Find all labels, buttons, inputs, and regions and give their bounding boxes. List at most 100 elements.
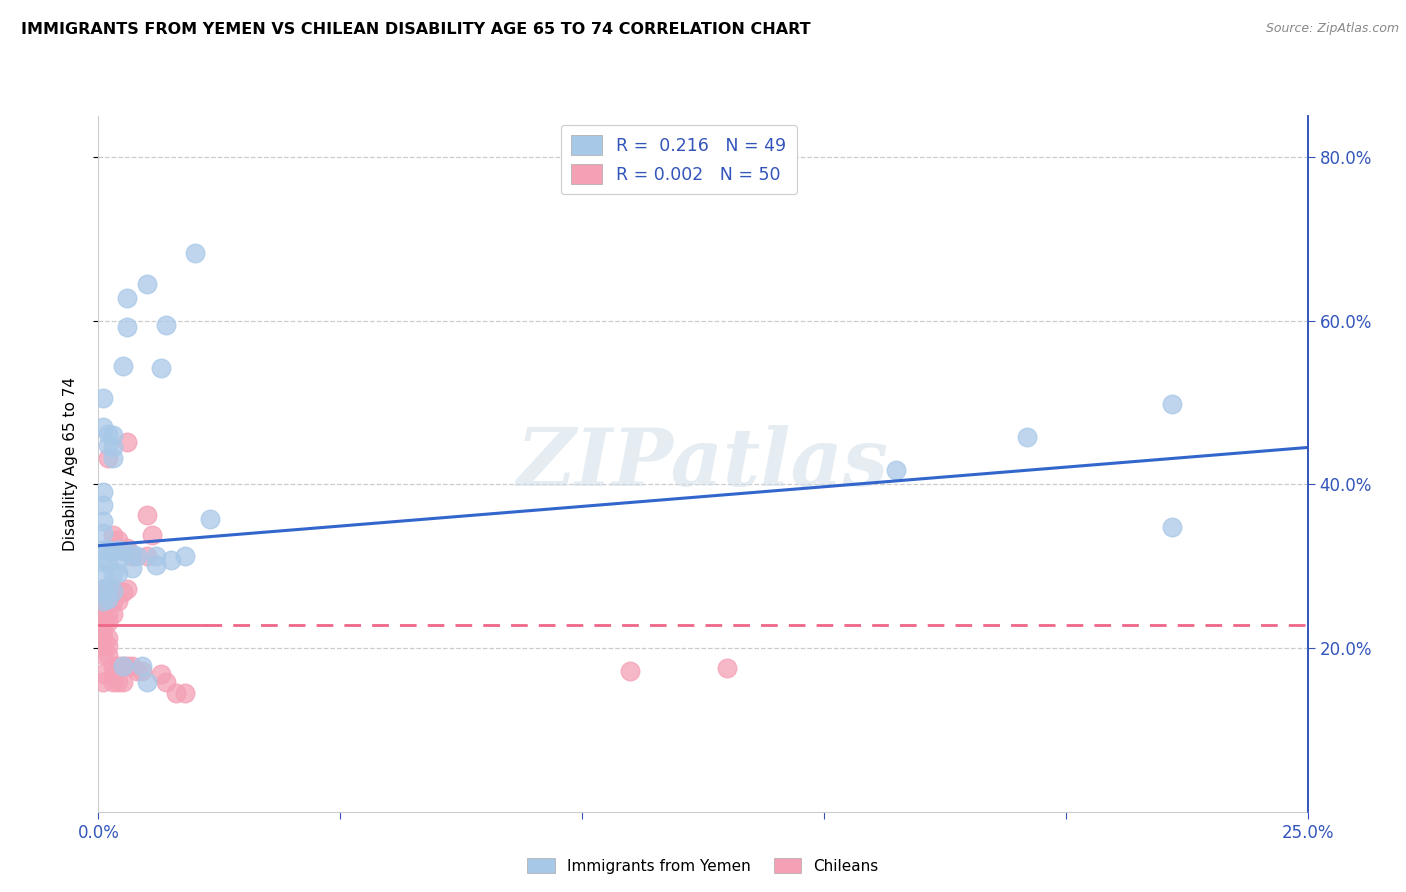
Point (97, 426, 120, 441)
Point (97, 438, 120, 452)
Point (155, 318, 177, 332)
Point (101, 544, 124, 558)
Point (101, 667, 124, 681)
Point (165, 686, 187, 700)
Point (107, 542, 129, 557)
Point (121, 561, 143, 575)
Point (91, 582, 114, 596)
Point (97, 542, 120, 557)
Point (127, 549, 149, 564)
Point (145, 549, 167, 564)
Point (107, 659, 129, 673)
Point (97, 580, 120, 594)
Point (107, 552, 129, 566)
Point (97, 593, 120, 607)
Point (91, 675, 114, 690)
Point (97, 607, 120, 621)
Point (150, 361, 173, 376)
Point (91, 640, 114, 654)
Point (121, 549, 143, 564)
Point (111, 544, 134, 558)
Point (117, 291, 139, 305)
Point (121, 659, 143, 673)
Point (101, 528, 124, 542)
Point (91, 667, 114, 681)
Y-axis label: Disability Age 65 to 74: Disability Age 65 to 74 (63, 376, 77, 551)
Point (91, 599, 114, 613)
Point (198, 511, 221, 525)
Point (91, 555, 114, 569)
Point (111, 675, 134, 690)
Point (97, 648, 120, 662)
Legend: Immigrants from Yemen, Chileans: Immigrants from Yemen, Chileans (522, 852, 884, 880)
Point (117, 320, 139, 334)
Point (174, 686, 197, 700)
Point (107, 675, 129, 690)
Point (135, 675, 157, 690)
Point (101, 583, 124, 598)
Text: ZIPatlas: ZIPatlas (517, 425, 889, 502)
Point (145, 558, 167, 572)
Text: Source: ZipAtlas.com: Source: ZipAtlas.com (1265, 22, 1399, 36)
Point (184, 246, 207, 260)
Point (91, 514, 114, 528)
Point (135, 508, 157, 523)
Point (91, 593, 114, 607)
Point (91, 485, 114, 500)
Point (117, 582, 139, 596)
Point (91, 582, 114, 596)
Point (91, 607, 114, 621)
Point (174, 549, 197, 564)
Point (160, 552, 183, 566)
Point (91, 542, 114, 557)
Point (127, 664, 149, 678)
Point (101, 441, 124, 455)
Point (107, 593, 129, 607)
Point (91, 392, 114, 406)
Point (91, 498, 114, 512)
Point (91, 615, 114, 629)
Text: IMMIGRANTS FROM YEMEN VS CHILEAN DISABILITY AGE 65 TO 74 CORRELATION CHART: IMMIGRANTS FROM YEMEN VS CHILEAN DISABIL… (21, 22, 811, 37)
Point (91, 623, 114, 637)
Point (97, 451, 120, 466)
Point (107, 566, 129, 580)
Point (111, 659, 134, 673)
Point (111, 359, 134, 373)
Point (619, 664, 641, 678)
Point (886, 462, 908, 476)
Point (155, 675, 177, 690)
Point (101, 451, 124, 466)
Point (117, 659, 139, 673)
Point (131, 664, 153, 678)
Point (150, 667, 173, 681)
Point (101, 593, 124, 607)
Point (97, 591, 120, 606)
Point (1161, 520, 1184, 534)
Point (1015, 430, 1038, 444)
Point (91, 420, 114, 434)
Point (97, 615, 120, 629)
Point (91, 648, 114, 662)
Point (97, 582, 120, 596)
Point (135, 549, 157, 564)
Point (91, 567, 114, 582)
Point (97, 555, 120, 569)
Point (1161, 397, 1184, 411)
Point (101, 582, 124, 596)
Point (91, 591, 114, 605)
Point (101, 607, 124, 621)
Point (107, 533, 129, 547)
Point (97, 640, 120, 654)
Point (111, 585, 134, 599)
Point (117, 541, 139, 556)
Point (101, 428, 124, 442)
Legend: R =  0.216   N = 49, R = 0.002   N = 50: R = 0.216 N = 49, R = 0.002 N = 50 (561, 125, 797, 194)
Point (91, 631, 114, 645)
Point (117, 434, 139, 449)
Point (101, 659, 124, 673)
Point (111, 659, 134, 673)
Point (135, 277, 157, 291)
Point (97, 631, 120, 645)
Point (121, 547, 143, 561)
Point (101, 675, 124, 690)
